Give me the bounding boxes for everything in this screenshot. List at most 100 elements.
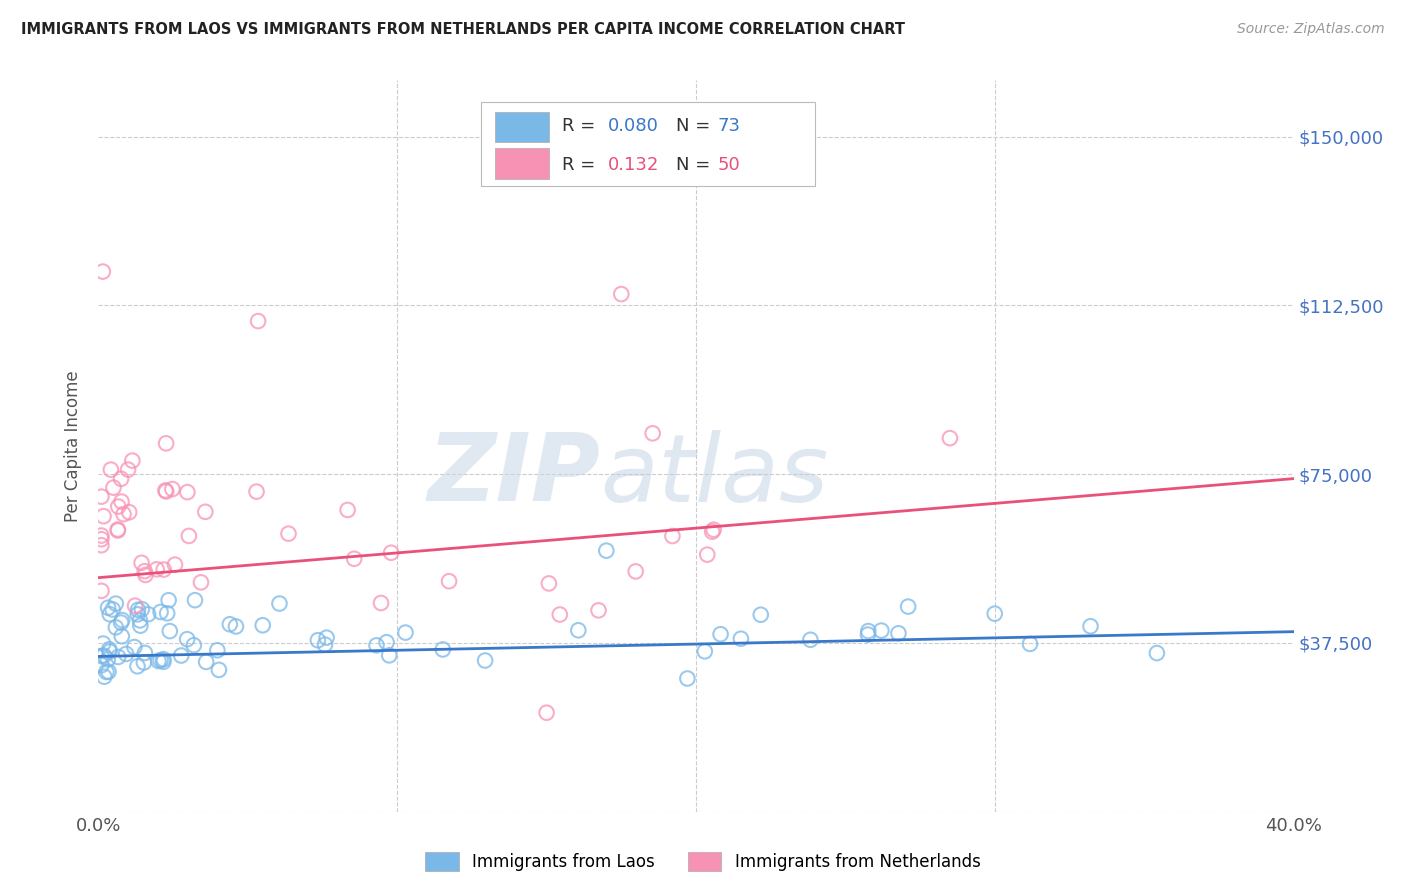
Point <box>97 652 120 666</box>
Text: N =: N = <box>676 155 716 174</box>
Point <box>225 619 247 633</box>
Point <box>155 484 177 499</box>
Point <box>134 568 156 582</box>
Point <box>315 631 337 645</box>
Point <box>129 618 152 632</box>
Point <box>110 615 132 630</box>
Point <box>104 597 127 611</box>
Point <box>90 658 112 673</box>
Point <box>90 648 112 663</box>
Point <box>432 642 454 657</box>
Point <box>676 672 699 686</box>
Point <box>245 484 267 499</box>
Point <box>90 583 112 598</box>
Point <box>96 665 118 679</box>
Point <box>127 607 149 622</box>
Point <box>537 576 560 591</box>
Point <box>218 617 240 632</box>
Text: 0.080: 0.080 <box>607 117 658 135</box>
Text: atlas: atlas <box>600 430 828 521</box>
Point <box>190 575 212 590</box>
Point <box>124 640 146 654</box>
Point <box>152 563 174 577</box>
Point <box>124 599 146 613</box>
Point <box>856 627 879 641</box>
Point <box>93 509 115 524</box>
Point <box>375 635 398 649</box>
Legend: Immigrants from Laos, Immigrants from Netherlands: Immigrants from Laos, Immigrants from Ne… <box>418 843 988 880</box>
Point <box>336 503 359 517</box>
Point <box>98 642 121 657</box>
Point <box>112 507 135 521</box>
Point <box>149 605 172 619</box>
Text: Source: ZipAtlas.com: Source: ZipAtlas.com <box>1237 22 1385 37</box>
Point <box>277 526 299 541</box>
Point <box>131 602 153 616</box>
Point <box>117 462 139 476</box>
Point <box>176 632 198 647</box>
Point <box>370 596 392 610</box>
Point <box>91 636 114 650</box>
Point <box>104 620 127 634</box>
Point <box>610 287 633 301</box>
Point <box>314 638 336 652</box>
Point <box>152 652 174 666</box>
Point <box>749 607 772 622</box>
Point <box>127 603 149 617</box>
Point <box>157 593 180 607</box>
Point <box>118 505 141 519</box>
Point <box>145 562 167 576</box>
Point <box>194 505 217 519</box>
Point <box>984 607 1007 621</box>
Text: N =: N = <box>676 117 716 135</box>
Point <box>703 523 725 537</box>
Point <box>90 538 112 552</box>
Point <box>98 607 121 622</box>
FancyBboxPatch shape <box>495 148 548 179</box>
Point <box>536 706 558 720</box>
Point <box>730 632 752 646</box>
Text: 73: 73 <box>717 117 741 135</box>
Point <box>110 472 132 486</box>
Point <box>170 648 193 663</box>
Point <box>1080 619 1102 633</box>
FancyBboxPatch shape <box>481 103 815 186</box>
Point <box>121 453 143 467</box>
Point <box>127 659 149 673</box>
Text: 50: 50 <box>717 155 740 174</box>
Point <box>103 481 125 495</box>
Point <box>897 599 920 614</box>
Point <box>107 524 129 538</box>
Point <box>548 607 571 622</box>
Point <box>696 548 718 562</box>
Point <box>184 593 207 607</box>
Point <box>208 663 231 677</box>
FancyBboxPatch shape <box>495 112 548 143</box>
Point <box>207 643 229 657</box>
Point <box>247 314 270 328</box>
Text: ZIP: ZIP <box>427 429 600 521</box>
Point <box>97 600 120 615</box>
Point <box>107 523 129 537</box>
Point <box>134 564 156 578</box>
Point <box>177 529 200 543</box>
Point <box>97 665 120 679</box>
Point <box>111 613 134 627</box>
Point <box>149 653 172 667</box>
Point <box>156 607 179 621</box>
Point <box>709 627 731 641</box>
Point <box>183 638 205 652</box>
Point <box>101 602 124 616</box>
Point <box>437 574 460 589</box>
Point <box>870 624 893 638</box>
Point <box>163 558 186 572</box>
Text: R =: R = <box>562 155 607 174</box>
Point <box>107 649 129 664</box>
Point <box>111 629 134 643</box>
Point <box>343 551 366 566</box>
Point <box>115 647 138 661</box>
Point <box>588 603 610 617</box>
Point <box>162 482 184 496</box>
Point <box>152 655 174 669</box>
Point <box>100 462 122 476</box>
